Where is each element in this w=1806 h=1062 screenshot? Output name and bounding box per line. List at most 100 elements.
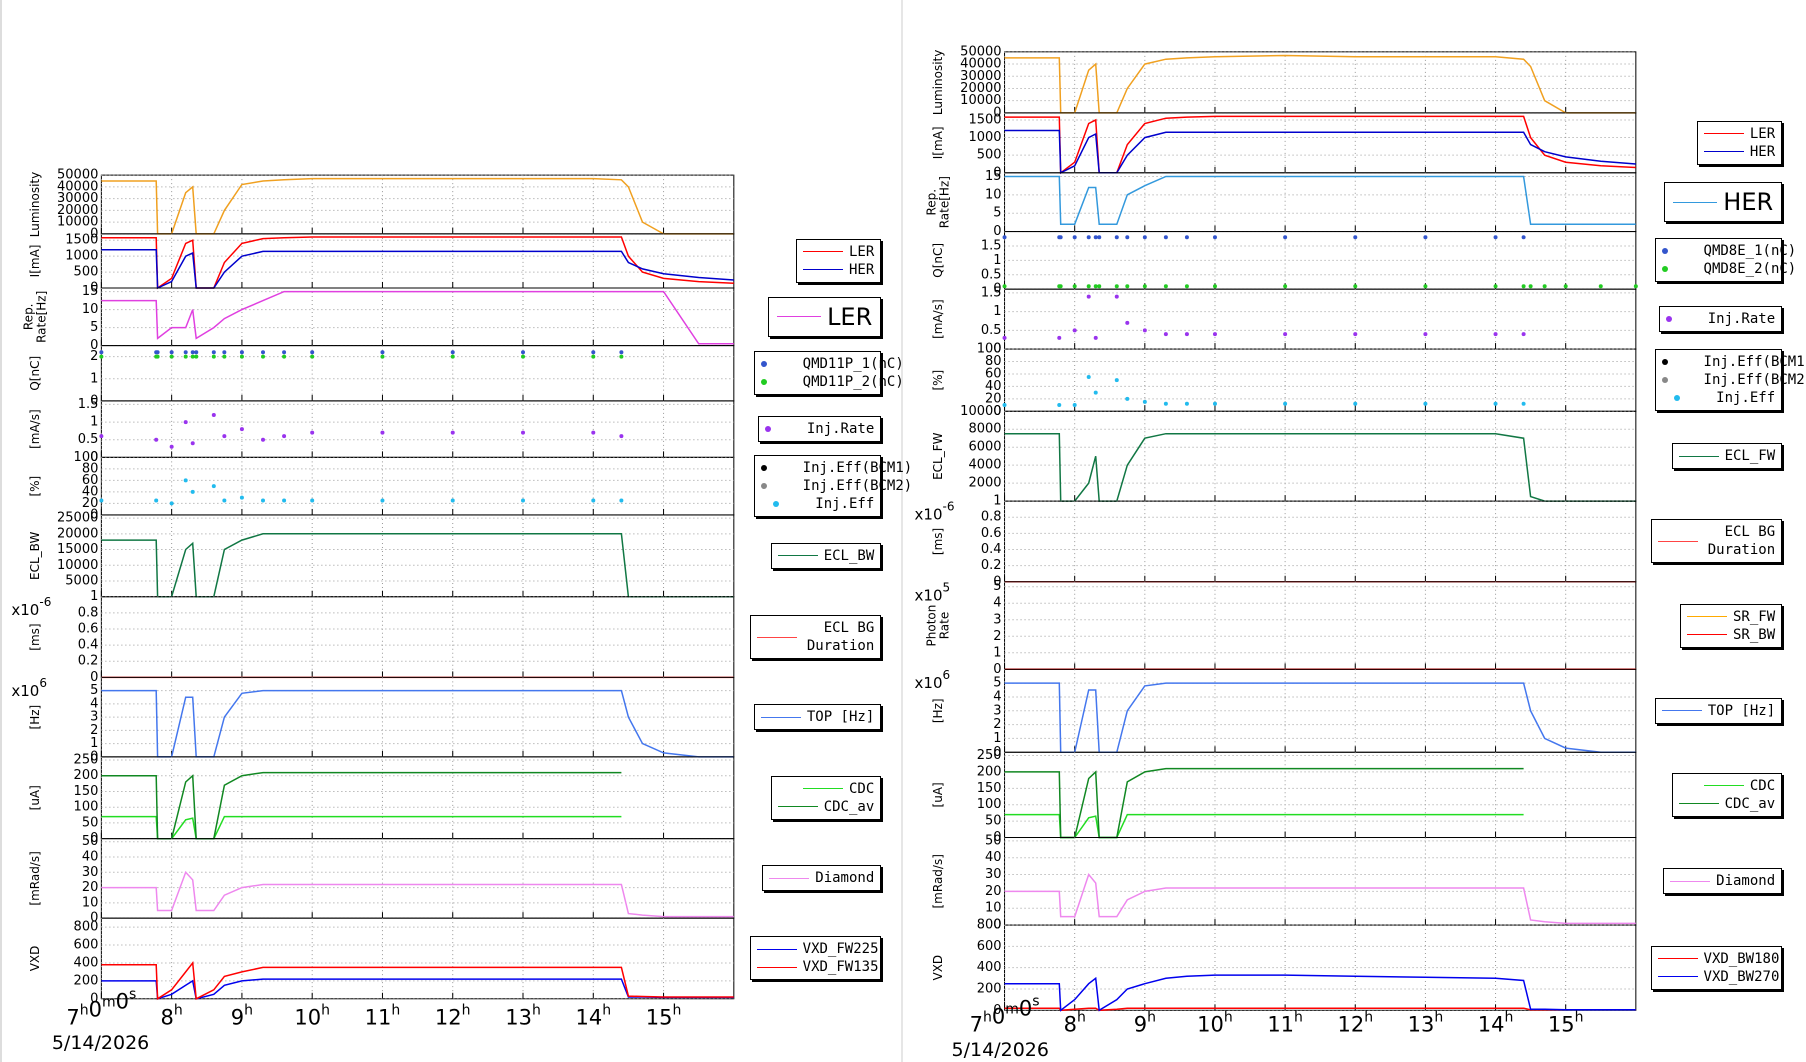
legend-label: HER (1723, 188, 1774, 217)
y-tick-label: 1.5 (78, 397, 99, 412)
data-point (239, 495, 244, 500)
legend-label: VXD_BW180 (1703, 950, 1780, 967)
data-point (1598, 284, 1603, 289)
data-point (1125, 320, 1130, 325)
data-point (282, 350, 287, 355)
y-tick-label: 2 (90, 349, 98, 364)
legend-swatch (1661, 248, 1668, 255)
data-point (99, 498, 104, 503)
y-tick-label: 600 (74, 938, 99, 953)
legend: SR_FW SR_BW (1680, 603, 1783, 648)
legend-label: ECL_BW (823, 547, 875, 564)
data-point (1528, 284, 1533, 289)
data-point (1093, 335, 1098, 340)
y-tick-label: 1000 (968, 130, 1001, 145)
y-tick-label: 150 (977, 781, 1002, 796)
y-tick-label: 1500 (968, 112, 1001, 127)
y-tick-label: 50 (985, 833, 1002, 848)
data-point (99, 350, 104, 355)
y-tick-label: 0.2 (78, 654, 99, 669)
data-point (1086, 294, 1091, 299)
legend-swatch (756, 966, 797, 968)
data-point (619, 354, 624, 359)
legend-label: QMD8E_2(nC) (1703, 261, 1797, 278)
series-line (101, 249, 734, 290)
legend-swatch (756, 948, 797, 950)
data-point (1125, 235, 1130, 240)
legend-swatch (802, 788, 843, 790)
y-tick-label: 150 (74, 784, 99, 799)
data-point (1283, 332, 1288, 337)
data-point (1058, 235, 1063, 240)
legend-entry: LER (802, 243, 874, 261)
y-axis-label: [uA] (28, 785, 42, 810)
data-point (1493, 401, 1498, 406)
y-tick-label: 5 (993, 206, 1001, 221)
y-tick-label: 5000 (65, 574, 98, 589)
data-point (183, 354, 188, 359)
legend-swatch (1687, 634, 1727, 636)
y-axis-label: [mA/s] (28, 409, 42, 449)
y-tick-label: 10 (985, 901, 1002, 916)
y-tick-label: 0 (90, 991, 98, 1006)
y-tick-label: 50000 (57, 168, 98, 183)
y-axis-label: Rep. (21, 303, 35, 330)
legend-label: TOP [Hz] (1707, 702, 1776, 719)
legend-label: Inj.Eff(BCM2) (802, 478, 913, 495)
y-axis-label: [ms] (28, 623, 42, 650)
legend-label: VXD_BW270 (1703, 968, 1780, 985)
legend: Inj.Eff(BCM1) Inj.Eff(BCM2) Inj.Eff (1654, 349, 1806, 412)
legend: QMD11P_1(nC) QMD11P_2(nC) (753, 351, 904, 396)
data-point (1212, 332, 1217, 337)
y-tick-label: 50 (82, 834, 99, 849)
plot-frame (1004, 288, 1637, 350)
legend-label: Inj.Rate (1707, 311, 1776, 328)
legend-entry: Inj.Eff(BCM1) (760, 459, 912, 477)
x-tick-label: 11h (1267, 1009, 1303, 1036)
legend-swatch (1665, 316, 1672, 323)
data-point (1058, 284, 1063, 289)
data-point (1163, 284, 1168, 289)
x-tick-label: 7h0m0s (66, 986, 136, 1029)
series-line (101, 960, 734, 1001)
y-tick-label: 6000 (968, 440, 1001, 455)
legend-label: SR_BW (1733, 626, 1776, 643)
data-point (239, 427, 244, 432)
data-point (1423, 284, 1428, 289)
y-tick-label: 1 (90, 589, 98, 604)
data-point (183, 350, 188, 355)
y-tick-label: 20 (82, 496, 99, 511)
data-point (190, 441, 195, 446)
series-line (1004, 129, 1636, 174)
y-axis-label: Q[nC] (931, 243, 945, 278)
y-axis-label: [%] (28, 476, 42, 497)
legend-swatch (760, 465, 767, 472)
legend-swatch (1674, 395, 1681, 402)
data-point (183, 478, 188, 483)
data-point (1086, 284, 1091, 289)
series-line (1004, 682, 1636, 754)
y-tick-label: 100 (74, 450, 99, 465)
data-point (1086, 375, 1091, 380)
legend: QMD8E_1(nC) QMD8E_2(nC) (1654, 238, 1797, 283)
y-tick-label: 200 (977, 764, 1002, 779)
data-point (450, 498, 455, 503)
series-line (1004, 175, 1636, 225)
data-point (380, 430, 385, 435)
y-tick-label: 4000 (968, 458, 1001, 473)
y-tick-label: 40 (985, 850, 1002, 865)
legend-label: VXD_FW225 (802, 941, 879, 958)
data-point (1353, 235, 1358, 240)
y-tick-label: 20000 (57, 203, 98, 218)
legend-entry: VXD_FW135 (756, 958, 879, 976)
data-point (1353, 284, 1358, 289)
y-axis-label: Luminosity (28, 172, 42, 237)
series-line (101, 978, 734, 1000)
y-tick-label: 0 (993, 342, 1001, 357)
legend-swatch (1703, 785, 1744, 787)
y-axis-label: [%] (931, 370, 945, 391)
x-tick-label: 13h (505, 1002, 541, 1029)
legend-swatch (1673, 201, 1718, 203)
legend: Diamond (762, 865, 882, 892)
data-point (1072, 403, 1077, 408)
